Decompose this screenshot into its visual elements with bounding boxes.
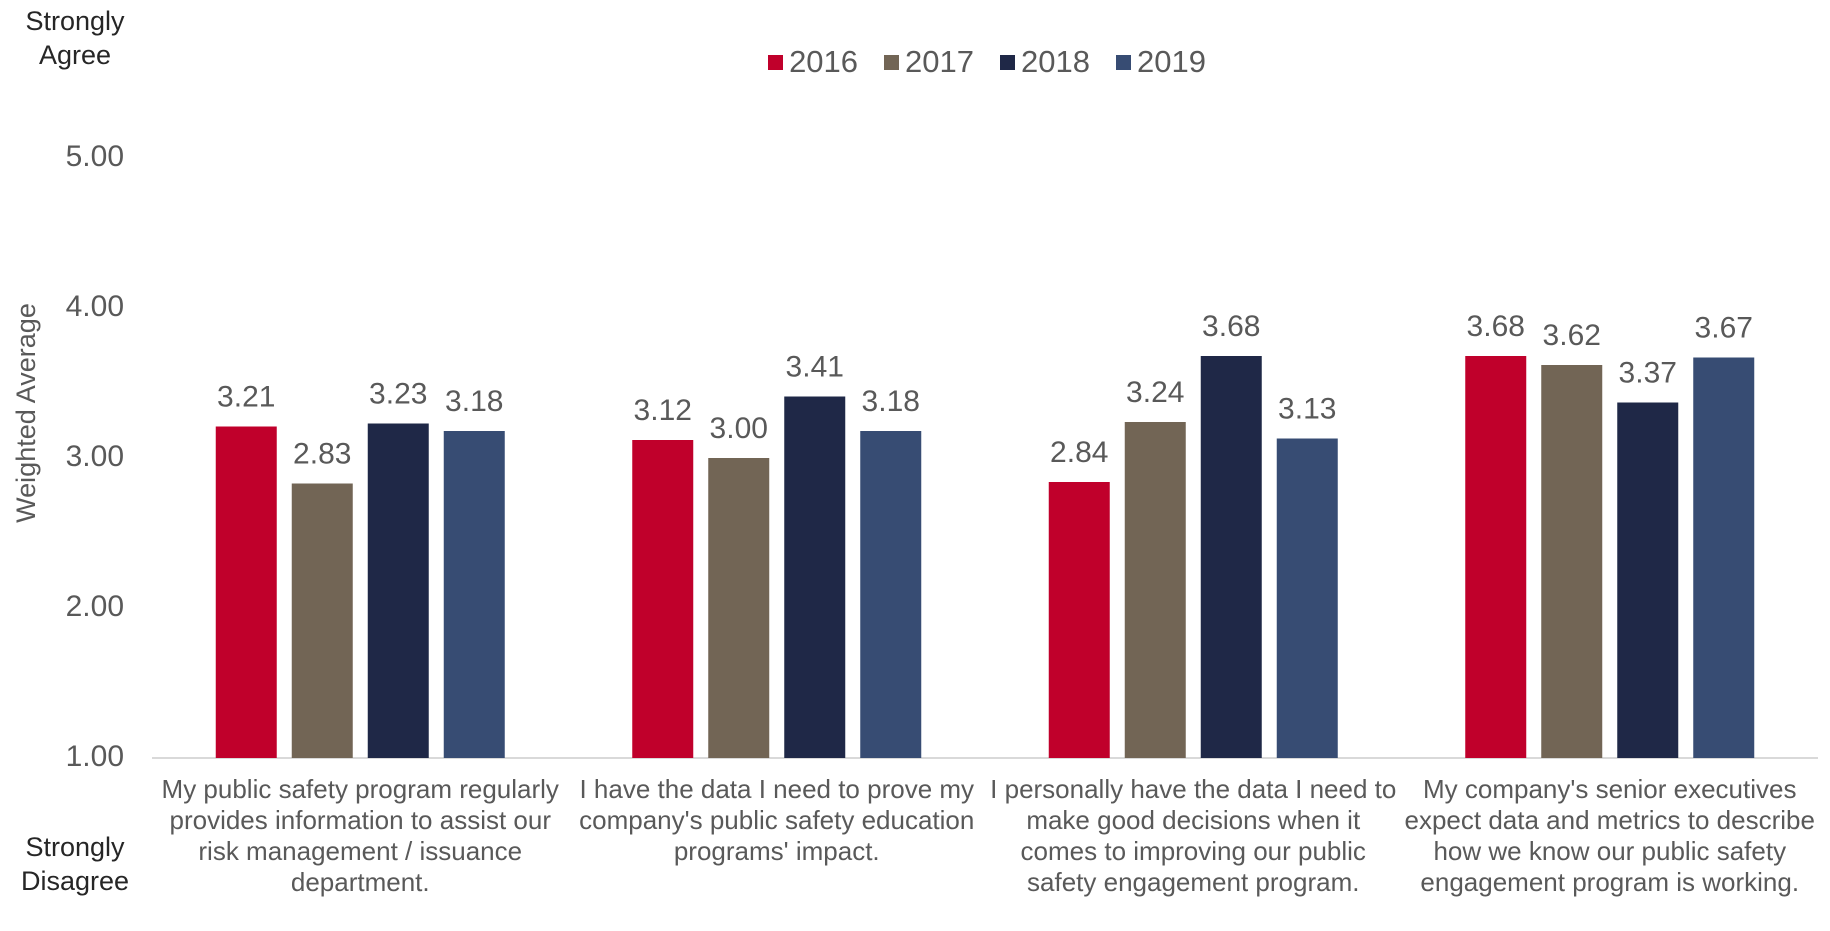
bar [1693,357,1755,758]
legend-item: 2019 [1115,44,1206,80]
legend-label: 2017 [905,44,974,79]
bar [1541,365,1603,758]
bar [860,431,922,758]
legend-swatch [884,54,900,70]
y-tick-label: 1.00 [66,740,124,773]
bar [1276,438,1338,758]
legend-swatch [1115,54,1131,70]
legend-swatch [1000,54,1015,70]
x-tick-label: I personally have the data I need to mak… [990,774,1397,897]
legend-label: 2018 [1021,44,1090,79]
bar [784,396,846,758]
bar [632,440,694,758]
data-label: 3.23 [369,377,427,410]
bar [1465,356,1527,758]
bar [1048,482,1110,758]
y-axis-label: Weighted Average [11,303,41,523]
y-tick-label: 3.00 [66,440,124,473]
data-label: 2.84 [1050,436,1108,469]
x-tick-label: My company's senior executives expect da… [1404,774,1815,897]
data-label: 3.68 [1202,310,1260,343]
data-label: 3.67 [1695,311,1753,344]
data-label: 3.00 [710,412,768,445]
bar [291,483,353,758]
data-label: 3.21 [217,380,275,413]
data-label: 3.13 [1278,392,1336,425]
bar [443,431,505,758]
data-label: 3.37 [1619,356,1677,389]
data-label: 3.24 [1126,376,1184,409]
annotation: Strongly Agree [25,6,125,70]
bar [1124,422,1186,758]
y-tick-label: 2.00 [66,590,124,623]
y-tick-label: 5.00 [66,140,124,173]
data-label: 3.12 [634,394,692,427]
legend-item: 2016 [768,44,858,80]
legend-item: 2017 [884,44,974,80]
legend-label: 2019 [1136,44,1206,79]
y-tick-label: 4.00 [66,290,124,323]
bar [708,458,770,758]
bar [1200,356,1262,758]
bar [1617,402,1679,758]
bar [367,423,429,758]
data-label: 3.68 [1467,310,1525,343]
x-tick-label: My public safety program regularly provi… [161,774,559,897]
data-label: 3.41 [786,350,844,383]
legend-label: 2016 [789,44,859,79]
bar [215,426,277,758]
legend-swatch [768,54,784,70]
data-label: 3.18 [862,385,920,418]
data-label: 3.62 [1543,319,1601,352]
data-label: 2.83 [293,437,351,470]
data-label: 3.18 [445,385,503,418]
annotation: Strongly Disagree [20,832,130,896]
x-tick-label: I have the data I need to prove my compa… [579,774,975,866]
legend: 2016 2017 2018 2019 [0,44,1830,80]
legend-item: 2018 [1000,44,1090,80]
